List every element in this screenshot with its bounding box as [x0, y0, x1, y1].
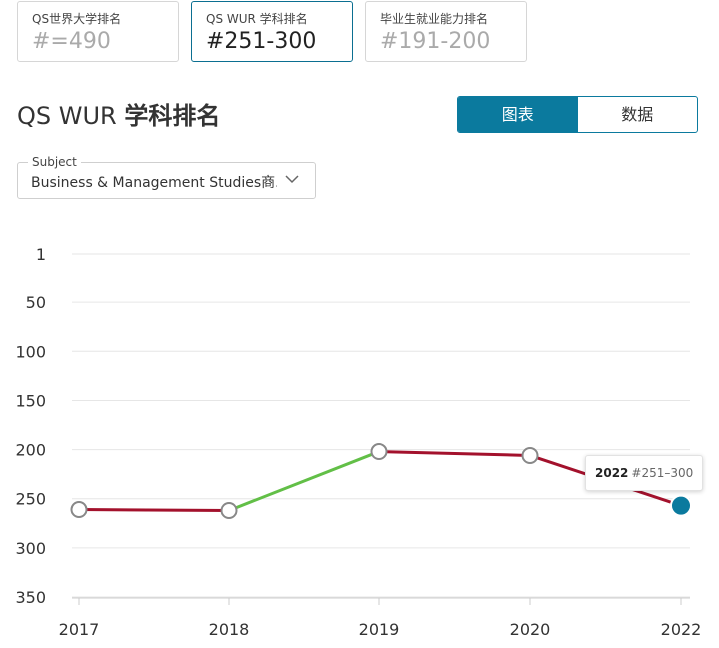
y-tick-label: 200 [15, 441, 46, 460]
chevron-down-icon [285, 175, 299, 184]
tab-chart[interactable]: 图表 [458, 97, 578, 132]
rank-card-value: #251-300 [206, 29, 317, 54]
y-tick-label: 100 [15, 342, 46, 361]
rank-card-subject[interactable]: QS WUR 学科排名 #251-300 [191, 1, 353, 62]
series-segment [77, 508, 231, 513]
rank-card-caption: 毕业生就业能力排名 [380, 12, 489, 26]
subject-select-value: Business & Management Studies商... [31, 175, 277, 191]
rank-card-employability[interactable]: 毕业生就业能力排名 #191-200 [365, 1, 527, 62]
x-tick-label: 2018 [209, 620, 250, 639]
rank-card-world-university[interactable]: QS世界大学排名 #=490 [17, 1, 179, 62]
y-tick-label: 250 [15, 490, 46, 509]
x-tick-label: 2022 [661, 620, 702, 639]
page-title: QS WUR 学科排名 [17, 96, 220, 131]
data-point [220, 502, 238, 520]
data-point [370, 443, 388, 461]
data-point-highlighted [670, 494, 692, 517]
rank-card-caption: QS世界大学排名 [32, 12, 122, 26]
view-toggle: 图表 数据 [457, 96, 698, 133]
series-segment [377, 450, 532, 457]
series-segment [227, 450, 381, 513]
x-tick-label: 2019 [359, 620, 400, 639]
chart-tooltip: 2022 #251–300 [585, 455, 704, 491]
y-tick-label: 150 [15, 391, 46, 410]
rank-card-value: #191-200 [380, 29, 491, 54]
y-tick-label: 350 [15, 588, 46, 607]
y-tick-label: 1 [36, 245, 46, 264]
tooltip-rank: #251–300 [631, 466, 694, 480]
x-tick-label: 2020 [510, 620, 551, 639]
tab-data[interactable]: 数据 [621, 105, 654, 124]
data-point [70, 501, 88, 519]
rank-card-caption: QS WUR 学科排名 [206, 12, 308, 26]
subject-select-legend: Subject [28, 155, 81, 169]
page-title-prefix: QS WUR [17, 102, 125, 130]
y-tick-label: 50 [26, 293, 46, 312]
subject-select[interactable]: Subject Business & Management Studies商..… [17, 155, 316, 199]
x-tick-label: 2017 [59, 620, 100, 639]
tooltip-year: 2022 [595, 466, 629, 480]
data-point [521, 446, 539, 464]
page-title-bold: 学科排名 [124, 102, 221, 130]
y-tick-label: 300 [15, 539, 46, 558]
rank-card-value: #=490 [32, 29, 111, 54]
